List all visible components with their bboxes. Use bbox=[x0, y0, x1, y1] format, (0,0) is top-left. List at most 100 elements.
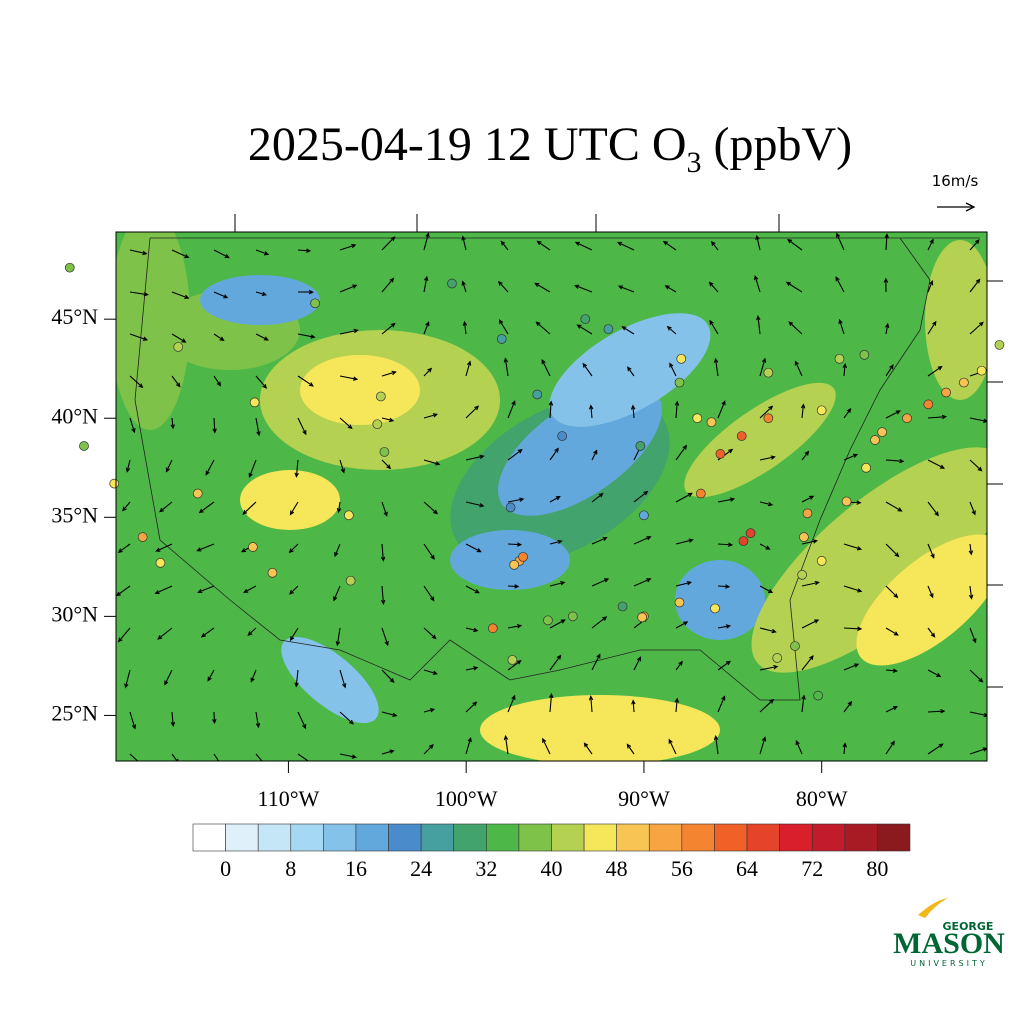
station bbox=[710, 603, 720, 614]
colorbar-box bbox=[681, 823, 715, 852]
wind-arrow bbox=[243, 585, 257, 594]
wind-arrow bbox=[381, 459, 392, 470]
wind-arrow bbox=[885, 543, 900, 558]
wind-arrow bbox=[541, 359, 551, 377]
wind-arrow bbox=[885, 364, 894, 377]
colorbar-tick-label: 32 bbox=[475, 856, 497, 881]
wind-arrow bbox=[288, 543, 299, 554]
wind-arrow bbox=[381, 749, 395, 755]
wind-arrow bbox=[785, 281, 803, 293]
station bbox=[567, 611, 578, 622]
wind-arrow bbox=[717, 584, 731, 589]
wind-arrow bbox=[212, 711, 217, 725]
wind-arrow bbox=[171, 753, 179, 761]
wind-arrow bbox=[381, 236, 396, 251]
wind-arrow bbox=[213, 333, 225, 342]
station bbox=[745, 528, 756, 539]
wind-arrow bbox=[549, 495, 561, 503]
station bbox=[617, 601, 628, 612]
colorbar-box bbox=[453, 823, 487, 852]
wind-arrow bbox=[583, 742, 593, 755]
wind-arrow bbox=[884, 322, 890, 335]
wind-arrow bbox=[381, 417, 395, 423]
wind-arrow bbox=[339, 375, 359, 381]
wind-arrow bbox=[334, 543, 341, 558]
station bbox=[763, 367, 774, 378]
wind-arrow bbox=[787, 238, 803, 251]
wind-arrow bbox=[927, 280, 934, 293]
axes: 110°W 100°W 90°W 80°W 45°N 40°N 35°N 30°N 25°N bbox=[51, 304, 847, 811]
frame-ticks bbox=[234, 214, 1003, 688]
wind-arrow bbox=[675, 492, 693, 503]
wind-arrow bbox=[129, 417, 136, 434]
wind-arrow bbox=[255, 417, 261, 437]
colorbar-tick-label: 0 bbox=[220, 856, 231, 881]
station bbox=[923, 399, 934, 410]
station bbox=[715, 449, 726, 459]
station bbox=[816, 556, 827, 566]
wind-arrow bbox=[884, 233, 889, 251]
wind-arrow bbox=[297, 753, 312, 761]
wind-arrow bbox=[885, 585, 899, 599]
wind-arrow bbox=[626, 743, 635, 755]
wind-arrow bbox=[713, 735, 719, 755]
station bbox=[790, 641, 800, 651]
wind-arrow bbox=[927, 743, 944, 755]
wind-arrow bbox=[297, 417, 307, 436]
logo-name: MASON bbox=[893, 927, 1005, 960]
wind-arrow bbox=[927, 459, 946, 469]
wind-arrow bbox=[717, 542, 734, 547]
wind-arrow bbox=[633, 536, 652, 545]
wind-arrow bbox=[759, 585, 774, 594]
wind-arrow bbox=[710, 240, 719, 251]
wind-arrow bbox=[669, 362, 677, 377]
wind-arrow bbox=[294, 459, 299, 478]
wind-arrow bbox=[171, 375, 181, 388]
wind-arrow bbox=[207, 669, 215, 682]
wind-arrow bbox=[885, 458, 905, 464]
lat-tick-label: 35°N bbox=[51, 502, 98, 527]
vector-key bbox=[937, 202, 976, 212]
wind-arrow bbox=[927, 627, 936, 638]
wind-arrow bbox=[380, 585, 386, 606]
wind-arrow bbox=[759, 664, 779, 671]
wind-arrow bbox=[255, 249, 270, 256]
wind-arrow bbox=[717, 660, 732, 671]
wind-arrow bbox=[549, 654, 562, 671]
wind-arrow bbox=[588, 404, 594, 419]
wind-arrow bbox=[465, 360, 472, 377]
station bbox=[736, 431, 747, 441]
wind-arrow bbox=[969, 417, 987, 423]
wind-arrow bbox=[969, 627, 977, 644]
colorbar-box bbox=[551, 823, 585, 852]
station bbox=[557, 431, 568, 441]
wind-arrow bbox=[633, 578, 652, 587]
wind-arrow bbox=[170, 711, 176, 728]
wind-arrow bbox=[381, 711, 398, 718]
wind-arrow bbox=[675, 580, 693, 587]
wind-arrow bbox=[255, 333, 269, 341]
station bbox=[310, 298, 320, 309]
station bbox=[109, 478, 120, 489]
wind-arrow bbox=[423, 321, 430, 335]
wind-arrow bbox=[549, 447, 559, 461]
station bbox=[637, 612, 648, 623]
wind-arrow bbox=[507, 497, 525, 503]
wind-arrow bbox=[498, 319, 509, 335]
wind-arrow bbox=[212, 417, 217, 434]
wind-arrow bbox=[576, 324, 593, 335]
colorbar-tick-label: 16 bbox=[345, 856, 367, 881]
station bbox=[344, 510, 354, 521]
wind-arrow bbox=[759, 357, 767, 377]
wind-arrow bbox=[205, 459, 215, 476]
wind-arrow bbox=[465, 454, 485, 461]
wind-arrow bbox=[794, 360, 803, 377]
station bbox=[813, 690, 823, 701]
wind-arrow bbox=[668, 738, 677, 755]
wind-arrow bbox=[801, 619, 820, 629]
title-sub: 3 bbox=[687, 146, 702, 179]
colorbar-box bbox=[779, 823, 813, 852]
wind-arrow bbox=[154, 585, 173, 595]
colorbar-box bbox=[290, 823, 324, 852]
wind-arrow bbox=[289, 585, 299, 595]
